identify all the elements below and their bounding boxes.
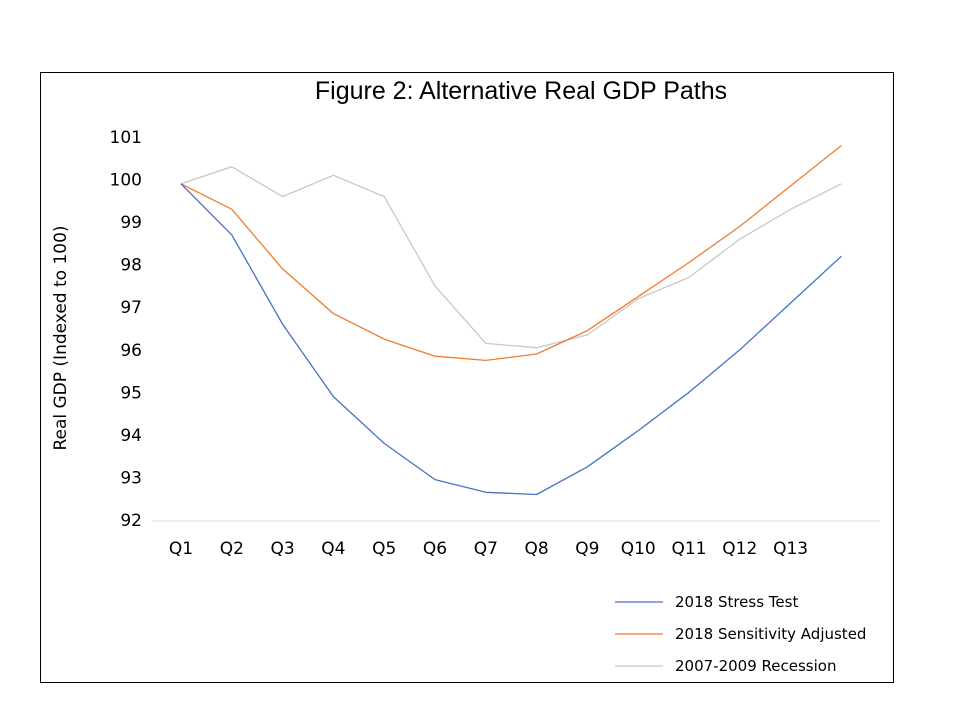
legend-label: 2018 Stress Test: [675, 593, 798, 611]
x-tick-label: Q3: [270, 539, 294, 559]
x-tick-label: Q10: [621, 539, 656, 559]
x-axis-ticks: Q1 Q2 Q3 Q4 Q5 Q6 Q7 Q8 Q9 Q10 Q11 Q12 Q13: [169, 539, 808, 559]
y-tick-label: 98: [120, 256, 142, 276]
x-tick-label: Q5: [372, 539, 396, 559]
y-tick-label: 95: [120, 383, 142, 403]
series-line-2: [180, 144, 842, 362]
y-tick-label: 96: [120, 341, 142, 361]
y-axis-ticks: 92 93 94 95 96 97 98 99 100 101: [110, 128, 142, 531]
x-tick-label: Q13: [773, 539, 808, 559]
series-line-3: [180, 166, 842, 349]
x-tick-label: Q6: [423, 539, 447, 559]
x-tick-label: Q9: [575, 539, 599, 559]
y-tick-label: 93: [120, 468, 142, 488]
y-tick-label: 92: [120, 511, 142, 531]
y-tick-label: 94: [120, 426, 142, 446]
legend-label: 2018 Sensitivity Adjusted: [675, 625, 866, 643]
x-tick-label: Q7: [474, 539, 498, 559]
x-tick-label: Q12: [722, 539, 757, 559]
y-axis-label: Real GDP (Indexed to 100): [51, 225, 71, 450]
x-tick-label: Q11: [671, 539, 706, 559]
x-tick-label: Q2: [220, 539, 244, 559]
y-tick-label: 97: [120, 298, 142, 318]
series-line-1: [180, 183, 842, 496]
y-tick-label: 101: [110, 128, 142, 148]
x-tick-label: Q4: [321, 539, 345, 559]
y-tick-label: 99: [120, 213, 142, 233]
chart-canvas: Figure 2: Alternative Real GDP Paths Rea…: [51, 77, 880, 675]
y-tick-label: 100: [110, 171, 142, 191]
chart-title: Figure 2: Alternative Real GDP Paths: [315, 77, 727, 105]
legend: 2018 Stress Test 2018 Sensitivity Adjuste…: [615, 593, 866, 675]
x-tick-label: Q1: [169, 539, 193, 559]
legend-label: 2007-2009 Recession: [675, 657, 836, 675]
x-tick-label: Q8: [524, 539, 548, 559]
chart-frame: Figure 2: Alternative Real GDP Paths Rea…: [40, 72, 894, 683]
series-lines: [180, 144, 842, 496]
